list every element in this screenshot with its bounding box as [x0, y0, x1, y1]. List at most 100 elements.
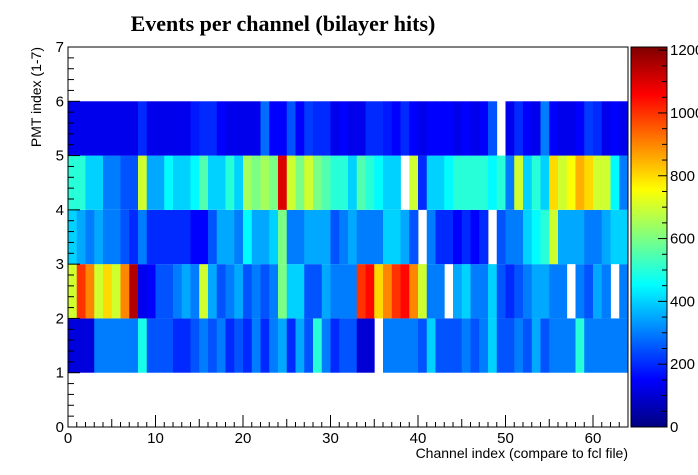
heatmap-cell — [164, 318, 174, 373]
heatmap-cell — [496, 318, 506, 373]
heatmap-cell — [418, 155, 428, 210]
heatmap-cell — [400, 209, 410, 265]
heatmap-cell — [426, 209, 436, 265]
heatmap-cell — [164, 155, 174, 210]
heatmap-cell — [181, 264, 191, 319]
heatmap-cell — [321, 155, 331, 210]
heatmap-cell — [269, 155, 279, 210]
heatmap-cell — [479, 155, 489, 210]
heatmap-cell — [409, 155, 419, 210]
heatmap-cell — [409, 264, 419, 319]
heatmap-cell — [286, 101, 296, 156]
heatmap-cell — [593, 209, 603, 265]
heatmap-cell — [146, 264, 156, 319]
colorbar-tick-label: 200 — [670, 356, 695, 373]
heatmap-cell — [461, 264, 471, 319]
heatmap-cell — [584, 101, 594, 156]
heatmap-cell — [138, 318, 148, 373]
heatmap-cell — [155, 264, 165, 319]
heatmap-cell — [426, 101, 436, 156]
heatmap-cell — [461, 155, 471, 210]
heatmap-cell — [400, 101, 410, 156]
y-axis-ticks: 0 1 2 3 4 5 6 7 — [56, 39, 80, 436]
colorbar-tick-label: 600 — [670, 231, 695, 248]
heatmap-cell — [348, 318, 358, 373]
heatmap-cell — [76, 101, 86, 156]
heatmap-cell — [549, 155, 559, 210]
heatmap-cell — [173, 209, 183, 265]
heatmap-cell — [356, 155, 366, 210]
heatmap-cell — [129, 318, 139, 373]
colorbar-ticks: 0 200 400 600 800 1000 1200 — [658, 42, 698, 436]
heatmap-cell — [94, 318, 104, 373]
y-tick-label: 6 — [56, 93, 64, 110]
heatmap-cell — [120, 264, 130, 319]
heatmap-cell — [453, 209, 463, 265]
heatmap-cell — [251, 155, 261, 210]
heatmap-cell — [383, 101, 393, 156]
heatmap-cell — [418, 101, 428, 156]
heatmap-cell — [610, 155, 620, 210]
heatmap-cell — [601, 318, 611, 373]
heatmap-cell — [470, 318, 480, 373]
heatmap-cell — [505, 101, 515, 156]
heatmap-cell — [444, 155, 454, 210]
heatmap-cell — [94, 209, 104, 265]
y-axis-label: PMT index (1-7) — [28, 47, 44, 147]
heatmap-cell — [356, 264, 366, 319]
heatmap-cell — [94, 264, 104, 319]
y-tick-label: 0 — [56, 419, 64, 436]
heatmap-cell — [269, 264, 279, 319]
heatmap-cell — [173, 318, 183, 373]
heatmap-cell — [365, 318, 375, 373]
heatmap-cell — [199, 209, 209, 265]
y-tick-label: 5 — [56, 148, 64, 165]
heatmap-cell — [181, 318, 191, 373]
heatmap-cell — [444, 318, 454, 373]
x-axis-label: Channel index (compare to fcl file) — [416, 445, 628, 461]
heatmap-cell — [129, 264, 139, 319]
heatmap-cell — [208, 101, 218, 156]
heatmap-cell — [216, 318, 226, 373]
heatmap-cell — [531, 155, 541, 210]
heatmap-cell — [470, 264, 480, 319]
heatmap-cell — [164, 209, 174, 265]
heatmap-cell — [208, 155, 218, 210]
heatmap-cell — [514, 264, 524, 319]
heatmap-cell — [584, 155, 594, 210]
heatmap-cell — [610, 318, 620, 373]
heatmap-cell — [575, 209, 585, 265]
heatmap-cell — [129, 101, 139, 156]
heatmap-cell — [619, 101, 629, 156]
heatmap-cell — [313, 264, 323, 319]
chart-title: Events per channel (bilayer hits) — [131, 11, 436, 36]
heatmap-cell — [155, 318, 165, 373]
heatmap-cell — [374, 209, 384, 265]
heatmap-cell — [435, 209, 445, 265]
heatmap-cell — [278, 209, 288, 265]
heatmap-cell — [234, 101, 244, 156]
heatmap-cell — [383, 264, 393, 319]
heatmap-cell — [304, 318, 314, 373]
heatmap-cell — [488, 318, 498, 373]
heatmap-cell — [374, 101, 384, 156]
heatmap-cell — [356, 101, 366, 156]
heatmap-cell — [94, 155, 104, 210]
heatmap-cell — [173, 155, 183, 210]
heatmap-cell — [286, 155, 296, 210]
heatmap-cell — [243, 318, 253, 373]
heatmap-cell — [313, 209, 323, 265]
heatmap-cell — [129, 155, 139, 210]
heatmap-cell — [575, 155, 585, 210]
heatmap-cell — [260, 264, 270, 319]
heatmap-cell — [243, 155, 253, 210]
heatmap-cell — [330, 318, 340, 373]
heatmap-cell — [619, 155, 629, 210]
heatmap-cell — [321, 209, 331, 265]
heatmap-cell — [584, 209, 594, 265]
heatmap-cell — [470, 209, 480, 265]
heatmap-cell — [453, 318, 463, 373]
heatmap-cell — [243, 264, 253, 319]
heatmap-cell — [278, 318, 288, 373]
